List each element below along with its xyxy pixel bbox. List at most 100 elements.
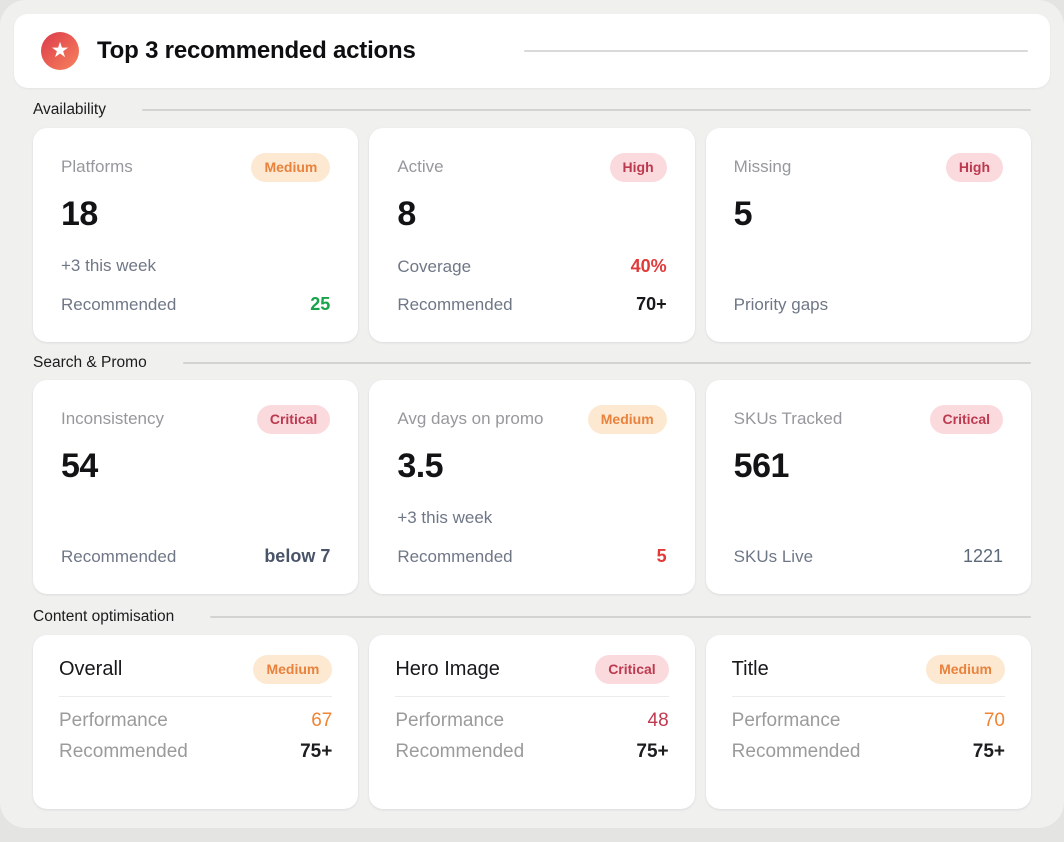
metric-row-value: 70 xyxy=(983,709,1005,731)
metric-row: Performance 70 xyxy=(732,710,1005,732)
metric-row: Recommended 75+ xyxy=(395,741,668,763)
card-avg-days-on-promo: Avg days on promo Medium 3.5 +3 this wee… xyxy=(369,380,695,594)
metric-main-value: 3.5 xyxy=(397,446,444,485)
metric-title: Active xyxy=(397,157,444,177)
card-header: Platforms Medium xyxy=(61,153,331,182)
metric-main-value: 8 xyxy=(397,194,416,233)
card-divider xyxy=(731,695,1005,697)
status-badge-high: High xyxy=(609,153,667,182)
metric-row: SKUs Live 1221 xyxy=(734,546,1003,567)
section-label: Availability xyxy=(33,101,106,118)
metric-row-label: Coverage xyxy=(397,256,472,276)
metric-title: Inconsistency xyxy=(61,409,164,429)
card-title: Overall xyxy=(59,658,123,681)
metric-row: Priority gaps xyxy=(734,295,1003,315)
status-badge-medium: Medium xyxy=(926,655,1005,684)
section-divider xyxy=(210,616,1031,618)
section-label: Search & Promo xyxy=(33,354,147,371)
metric-row-label: Recommended xyxy=(397,295,513,314)
page-title: Top 3 recommended actions xyxy=(97,37,416,64)
status-badge-critical: Critical xyxy=(595,655,669,684)
card-divider xyxy=(59,695,333,697)
metric-row-value: 1221 xyxy=(962,546,1003,566)
metric-main-value: 54 xyxy=(61,446,98,485)
metric-row: Recommended 70+ xyxy=(397,294,666,315)
status-badge-medium: Medium xyxy=(587,405,667,434)
section-content-optimisation: Content optimisation Overall Medium Perf… xyxy=(33,607,1031,809)
metric-row-label: Priority gaps xyxy=(733,295,829,314)
metric-row: +3 this week xyxy=(397,508,666,528)
card-platforms: Platforms Medium 18 +3 this week Recomme… xyxy=(33,128,359,342)
card-grid: Overall Medium Performance 67 Recommende… xyxy=(33,635,1031,809)
section-availability: Availability Platforms Medium 18 +3 this… xyxy=(33,100,1031,342)
card-title: Hero Image xyxy=(395,658,500,681)
section-divider xyxy=(182,362,1031,364)
metric-row-value: 75+ xyxy=(636,740,669,762)
card-grid: Inconsistency Critical 54 Recommended be… xyxy=(33,380,1031,594)
metric-row-value: 75+ xyxy=(972,740,1005,762)
dashboard-content: Availability Platforms Medium 18 +3 this… xyxy=(0,100,1064,809)
star-icon: ★ xyxy=(41,32,79,70)
metric-row-value: 48 xyxy=(647,709,669,731)
metric-row-value: 67 xyxy=(311,709,333,731)
metric-row-label: Recommended xyxy=(731,740,861,762)
section-divider xyxy=(141,109,1031,111)
metric-title: Platforms xyxy=(61,157,133,177)
metric-row: Recommended 25 xyxy=(61,294,330,315)
metric-row-label: Performance xyxy=(395,709,505,731)
metric-row-label: SKUs Live xyxy=(733,547,814,566)
metric-row: Recommended below 7 xyxy=(61,546,330,567)
card-header: Hero Image Critical xyxy=(395,655,669,684)
status-badge-medium: Medium xyxy=(251,153,331,182)
metric-row: +3 this week xyxy=(61,256,330,276)
header-bar: ★ Top 3 recommended actions xyxy=(14,14,1050,88)
metric-row: Recommended 5 xyxy=(397,546,666,567)
card-divider xyxy=(395,695,669,697)
section-label: Content optimisation xyxy=(33,608,175,625)
card-missing: Missing High 5 Priority gaps xyxy=(705,128,1031,342)
metric-row: Coverage 40% xyxy=(397,256,666,277)
status-badge-high: High xyxy=(945,153,1003,182)
metric-title: SKUs Tracked xyxy=(733,409,843,429)
metric-row-label: Recommended xyxy=(61,547,177,566)
status-badge-critical: Critical xyxy=(256,405,331,434)
card-hero-image: Hero Image Critical Performance 48 Recom… xyxy=(369,635,695,809)
card-skus-tracked: SKUs Tracked Critical 561 SKUs Live 1221 xyxy=(705,380,1031,594)
metric-row-label: Recommended xyxy=(59,740,188,762)
metric-row-label: Recommended xyxy=(61,295,177,314)
metric-title: Missing xyxy=(733,157,792,177)
card-header: Missing High xyxy=(734,153,1003,182)
card-inconsistency: Inconsistency Critical 54 Recommended be… xyxy=(33,380,359,594)
metric-row-value: 40% xyxy=(630,255,667,276)
metric-row-value: below 7 xyxy=(264,546,331,566)
card-title-metric: Title Medium Performance 70 Recommended … xyxy=(705,635,1031,809)
metric-row-value: 25 xyxy=(310,294,331,314)
header-divider xyxy=(523,50,1028,52)
card-active: Active High 8 Coverage 40% Recommended 7… xyxy=(369,128,695,342)
section-header: Content optimisation xyxy=(33,607,1031,627)
metric-row-value: 5 xyxy=(656,546,667,566)
metric-main-value: 5 xyxy=(733,194,753,233)
metric-row-label: +3 this week xyxy=(397,507,493,527)
card-overall: Overall Medium Performance 67 Recommende… xyxy=(33,635,359,809)
section-header: Search & Promo xyxy=(33,353,1031,373)
metric-row: Performance 67 xyxy=(59,710,332,732)
metric-row-value: 70+ xyxy=(636,294,667,314)
metric-main-value: 18 xyxy=(61,194,98,233)
card-header: SKUs Tracked Critical xyxy=(734,405,1003,434)
card-header: Title Medium xyxy=(732,655,1005,684)
metric-row: Recommended 75+ xyxy=(732,741,1005,763)
card-header: Avg days on promo Medium xyxy=(397,405,667,434)
metric-main-value: 561 xyxy=(733,446,790,485)
card-title: Title xyxy=(731,658,769,681)
metric-row-value: 75+ xyxy=(300,740,333,762)
metric-row-label: Performance xyxy=(59,709,168,731)
card-header: Inconsistency Critical xyxy=(61,405,331,434)
section-search-promo: Search & Promo Inconsistency Critical 54… xyxy=(33,353,1031,594)
card-grid: Platforms Medium 18 +3 this week Recomme… xyxy=(33,128,1031,342)
card-header: Active High xyxy=(397,153,667,182)
section-header: Availability xyxy=(33,100,1031,120)
metric-row-label: Recommended xyxy=(395,740,525,762)
metric-title: Avg days on promo xyxy=(397,409,544,429)
